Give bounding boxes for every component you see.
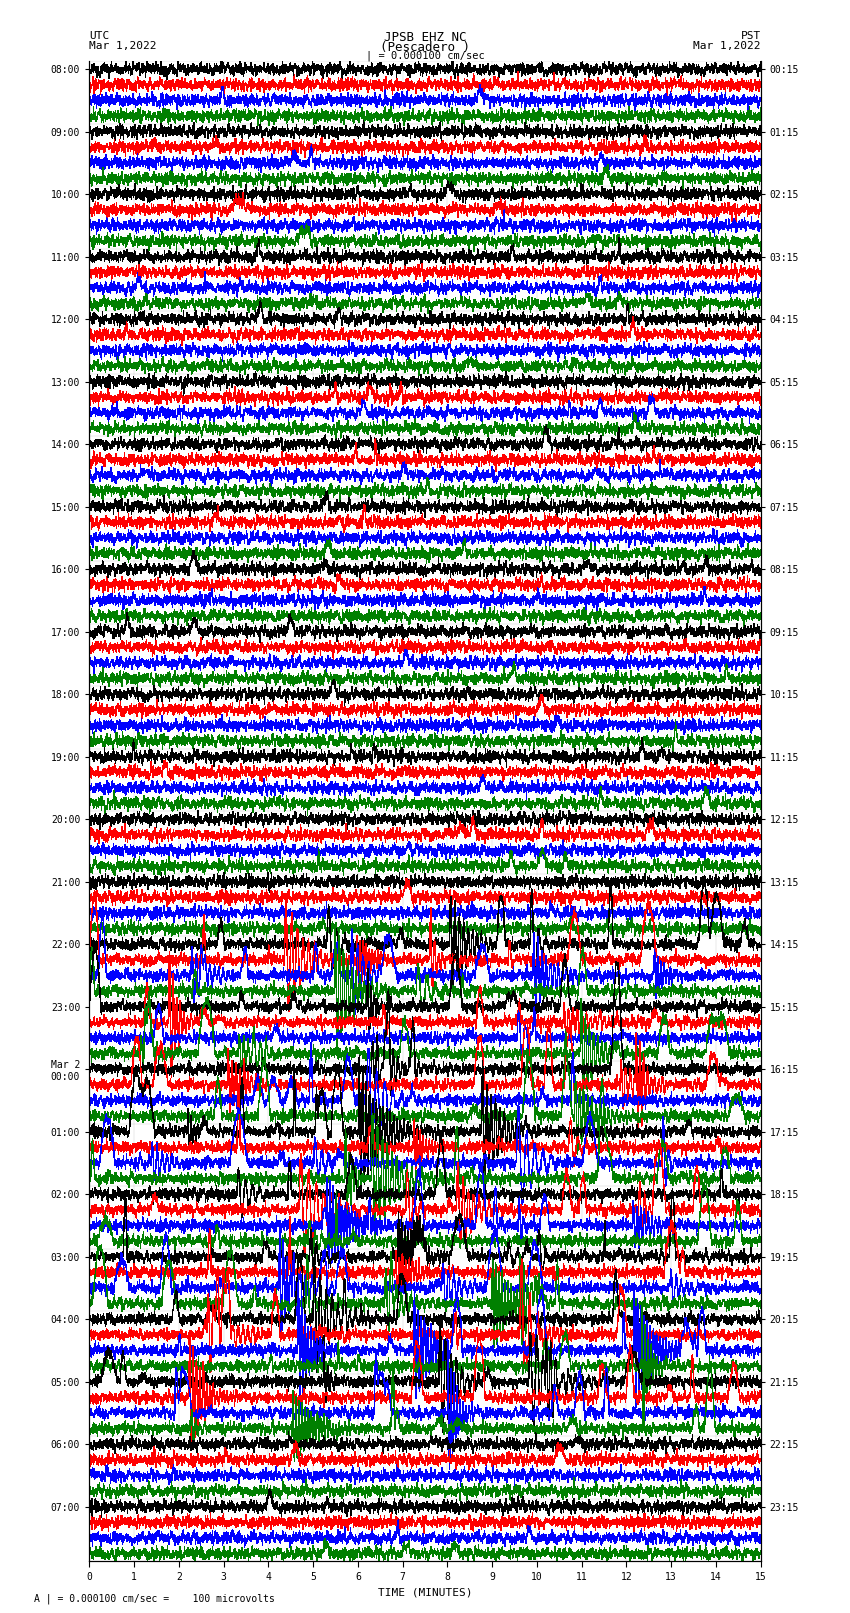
Text: Mar 1,2022: Mar 1,2022 <box>89 40 156 52</box>
Text: (Pescadero ): (Pescadero ) <box>380 40 470 55</box>
X-axis label: TIME (MINUTES): TIME (MINUTES) <box>377 1587 473 1597</box>
Text: Mar 1,2022: Mar 1,2022 <box>694 40 761 52</box>
Text: PST: PST <box>740 31 761 42</box>
Text: UTC: UTC <box>89 31 110 42</box>
Text: | = 0.000100 cm/sec: | = 0.000100 cm/sec <box>366 50 484 61</box>
Text: JPSB EHZ NC: JPSB EHZ NC <box>383 31 467 45</box>
Text: A | = 0.000100 cm/sec =    100 microvolts: A | = 0.000100 cm/sec = 100 microvolts <box>34 1594 275 1603</box>
